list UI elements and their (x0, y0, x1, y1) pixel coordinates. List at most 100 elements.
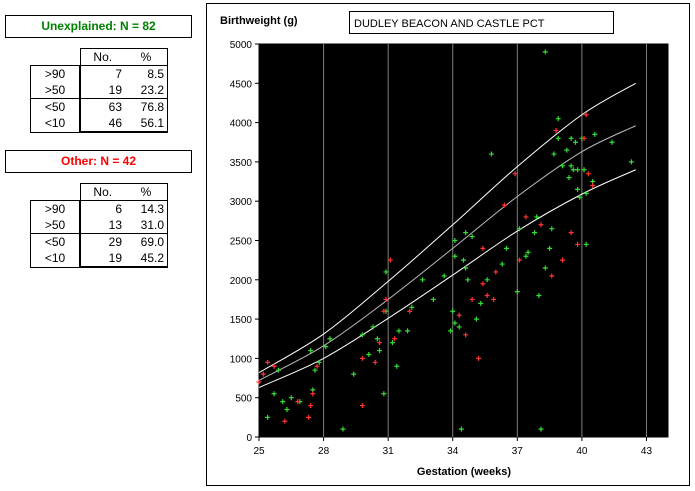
x-tick-label-43: 43 (641, 446, 653, 457)
row-label: <50 (30, 233, 80, 250)
point-unexplained-58 (568, 163, 574, 169)
header-no: No. (79, 48, 125, 66)
point-other-26 (491, 296, 497, 302)
point-unexplained-6 (308, 348, 314, 354)
point-unexplained-15 (377, 348, 383, 354)
row-no: 46 (79, 115, 125, 133)
point-unexplained-37 (478, 300, 484, 306)
point-other-6 (306, 414, 312, 420)
row-label: >90 (30, 200, 80, 217)
point-unexplained-77 (351, 371, 357, 377)
point-other-27 (493, 269, 499, 275)
row-pct: 76.8 (125, 98, 168, 115)
point-other-23 (480, 281, 486, 287)
point-unexplained-9 (323, 344, 329, 350)
y-axis-title: Birthweight (g) (220, 15, 298, 27)
row-pct: 69.0 (125, 233, 168, 250)
point-unexplained-18 (383, 269, 389, 275)
row-pct: 14.3 (125, 200, 168, 217)
other-table: No. % >90 6 14.3 >50 13 31.0 <50 29 69.0… (30, 183, 168, 268)
point-unexplained-44 (525, 249, 531, 255)
point-unexplained-60 (570, 167, 576, 173)
x-tick-label-31: 31 (383, 446, 395, 457)
y-tick-label-0: 0 (246, 433, 252, 444)
point-other-20 (463, 332, 469, 338)
point-unexplained-55 (560, 163, 566, 169)
row-no: 6 (79, 200, 125, 217)
point-unexplained-39 (488, 151, 494, 157)
point-unexplained-51 (549, 226, 555, 232)
point-unexplained-81 (473, 316, 479, 322)
row-pct: 56.1 (125, 115, 168, 133)
point-other-12 (372, 359, 378, 365)
row-label: <10 (30, 250, 80, 268)
unexplained-title: Unexplained: N = 82 (5, 15, 192, 38)
other-title: Other: N = 42 (5, 150, 192, 173)
point-unexplained-31 (456, 324, 462, 330)
point-other-10 (359, 403, 365, 409)
point-unexplained-73 (547, 245, 553, 251)
row-no: 63 (79, 98, 125, 115)
row-pct: 23.2 (125, 82, 168, 99)
point-other-36 (575, 241, 581, 247)
point-unexplained-16 (381, 391, 387, 397)
row-no: 7 (79, 65, 125, 82)
y-tick-label-2000: 2000 (230, 276, 253, 287)
point-other-35 (568, 230, 574, 236)
point-other-28 (501, 202, 507, 208)
x-tick-label-25: 25 (253, 446, 265, 457)
point-other-17 (392, 336, 398, 342)
y-tick-label-1500: 1500 (230, 315, 253, 326)
point-unexplained-30 (452, 238, 458, 243)
x-tick-label-40: 40 (576, 446, 588, 457)
row-label: >90 (30, 65, 80, 82)
point-other-30 (516, 257, 522, 263)
point-unexplained-11 (340, 426, 346, 432)
point-unexplained-41 (499, 261, 505, 267)
chart-title: DUDLEY BEACON AND CASTLE PCT (354, 18, 545, 30)
table-row: <50 29 69.0 (30, 233, 168, 250)
point-unexplained-8 (316, 359, 322, 365)
point-other-34 (560, 257, 566, 263)
point-unexplained-47 (536, 293, 542, 299)
point-unexplained-52 (551, 151, 557, 157)
y-tick-label-4500: 4500 (230, 79, 253, 90)
point-unexplained-59 (568, 135, 574, 141)
row-label: <50 (30, 98, 80, 115)
table-row: >90 6 14.3 (30, 200, 168, 217)
point-unexplained-29 (452, 253, 458, 259)
point-unexplained-13 (366, 351, 372, 357)
y-tick-label-5000: 5000 (230, 40, 253, 51)
point-unexplained-49 (542, 265, 548, 271)
header-no: No. (79, 183, 125, 201)
point-other-38 (583, 112, 589, 118)
row-no: 29 (79, 233, 125, 250)
point-unexplained-46 (532, 230, 538, 236)
point-unexplained-80 (458, 426, 464, 432)
point-unexplained-24 (430, 296, 436, 302)
point-other-22 (476, 355, 482, 361)
point-unexplained-2 (275, 367, 281, 373)
point-unexplained-32 (461, 257, 466, 263)
point-unexplained-7 (312, 367, 318, 373)
point-other-7 (308, 403, 314, 409)
point-unexplained-1 (271, 391, 277, 397)
point-unexplained-4 (288, 395, 294, 401)
point-other-29 (512, 171, 518, 177)
point-other-2 (265, 359, 271, 365)
x-tick-label-28: 28 (318, 446, 330, 457)
point-other-15 (383, 296, 389, 302)
point-unexplained-45 (523, 253, 529, 259)
chart-title-box (349, 11, 614, 34)
row-no: 19 (79, 250, 125, 268)
point-unexplained-34 (465, 277, 471, 283)
point-other-32 (549, 273, 555, 279)
point-other-16 (387, 257, 393, 263)
point-unexplained-63 (575, 167, 581, 173)
point-unexplained-70 (592, 131, 598, 137)
point-unexplained-22 (409, 304, 415, 310)
point-unexplained-66 (581, 167, 587, 173)
x-tick-label-37: 37 (512, 446, 524, 457)
row-pct: 45.2 (125, 250, 168, 268)
y-tick-label-3000: 3000 (230, 197, 253, 208)
